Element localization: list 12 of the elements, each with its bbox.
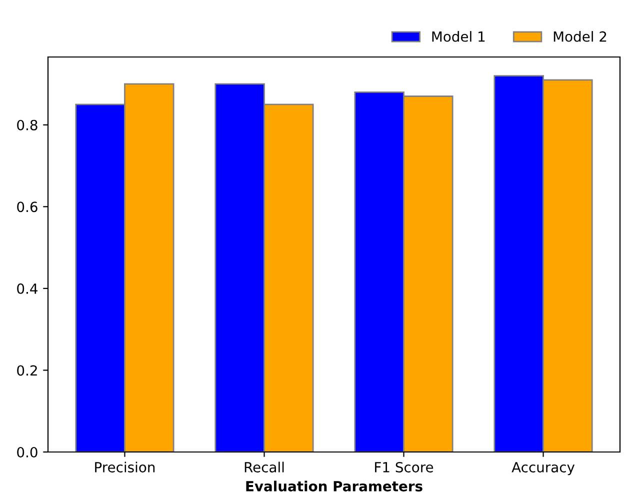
x-tick-label: F1 Score <box>375 462 434 472</box>
x-axis-title: Evaluation Parameters <box>246 480 422 492</box>
x-tick-label: Precision <box>95 462 155 472</box>
x-tick-label: Recall <box>244 462 284 472</box>
legend-label: Model 2 <box>554 31 606 42</box>
y-tick-label: 0.4 <box>17 283 38 294</box>
y-tick-label: 0.2 <box>17 365 37 376</box>
y-tick-label: 0.0 <box>17 446 38 458</box>
y-tick-label: 0.8 <box>17 120 38 130</box>
x-tick-label: Accuracy <box>512 462 575 476</box>
y-tick-label: 0.6 <box>17 202 38 212</box>
legend-label: Model 1 <box>432 31 485 42</box>
